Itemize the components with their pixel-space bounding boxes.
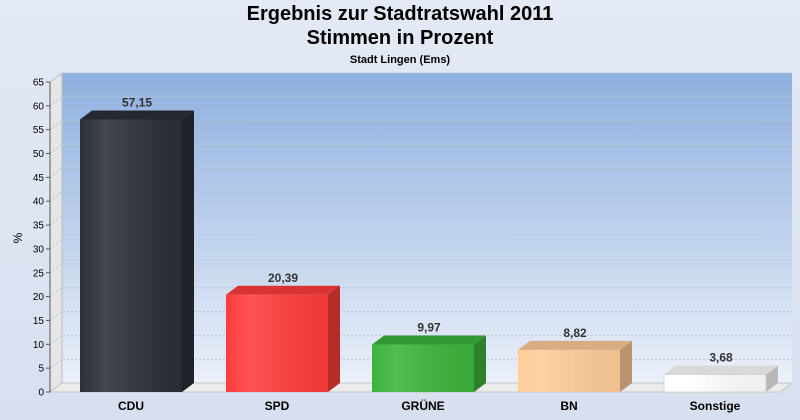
data-label: 8,82 (563, 326, 587, 340)
bar-shine (372, 344, 474, 392)
bar-shine (226, 294, 328, 392)
gridline (49, 239, 792, 250)
bar-side (182, 110, 194, 392)
chart-subtitle: Stimmen in Prozent (306, 27, 494, 49)
y-tick-label: 50 (33, 149, 45, 160)
y-tick-label: 30 (33, 244, 45, 255)
x-tick-label: CDU (118, 399, 144, 413)
y-tick-label: 5 (38, 364, 44, 375)
gridline (49, 72, 792, 83)
y-tick-label: 40 (33, 197, 45, 208)
gridline (49, 263, 792, 274)
plot-left-wall (49, 72, 63, 393)
gridline (49, 167, 792, 178)
data-label: 9,97 (417, 320, 441, 334)
gridline (49, 120, 792, 131)
gridline (49, 96, 792, 107)
bar-shine (664, 374, 766, 392)
y-tick-label: 25 (33, 268, 45, 279)
gridline (49, 287, 792, 298)
data-label: 20,39 (268, 271, 298, 285)
x-tick-label: Sonstige (690, 399, 741, 413)
y-tick-label: 55 (33, 125, 45, 136)
bar-side (328, 285, 340, 392)
chart-caption: Stadt Lingen (Ems) (349, 54, 451, 66)
bar-top (226, 285, 340, 295)
bar-side (620, 340, 632, 392)
y-tick-label: 45 (33, 173, 45, 184)
gridline (49, 215, 792, 226)
bar-top (372, 335, 486, 345)
x-tick-label: SPD (265, 399, 290, 413)
y-axis-label: % (11, 232, 25, 243)
bar-top (80, 110, 194, 120)
bar-top (518, 340, 632, 350)
bar-side (766, 365, 778, 392)
bar-shine (518, 349, 620, 392)
gridline (49, 144, 792, 154)
gridline (49, 310, 792, 321)
y-tick-label: 10 (33, 340, 45, 351)
bar-side (474, 335, 486, 392)
data-label: 57,15 (122, 95, 152, 109)
x-tick-label: BN (560, 399, 577, 413)
data-label: 3,68 (709, 350, 733, 364)
x-tick-label: GRÜNE (401, 398, 444, 413)
bar-shine (80, 119, 182, 392)
gridline (49, 334, 792, 345)
y-tick-label: 20 (33, 292, 45, 303)
y-tick-label: 65 (33, 78, 45, 89)
y-tick-label: 35 (33, 221, 45, 232)
y-tick-label: 15 (33, 316, 45, 327)
y-tick-label: 0 (38, 388, 44, 399)
chart-title: Ergebnis zur Stadtratswahl 2011 (246, 3, 554, 25)
y-tick-label: 60 (33, 101, 45, 112)
gridline (49, 191, 792, 202)
bar-top (664, 365, 778, 375)
